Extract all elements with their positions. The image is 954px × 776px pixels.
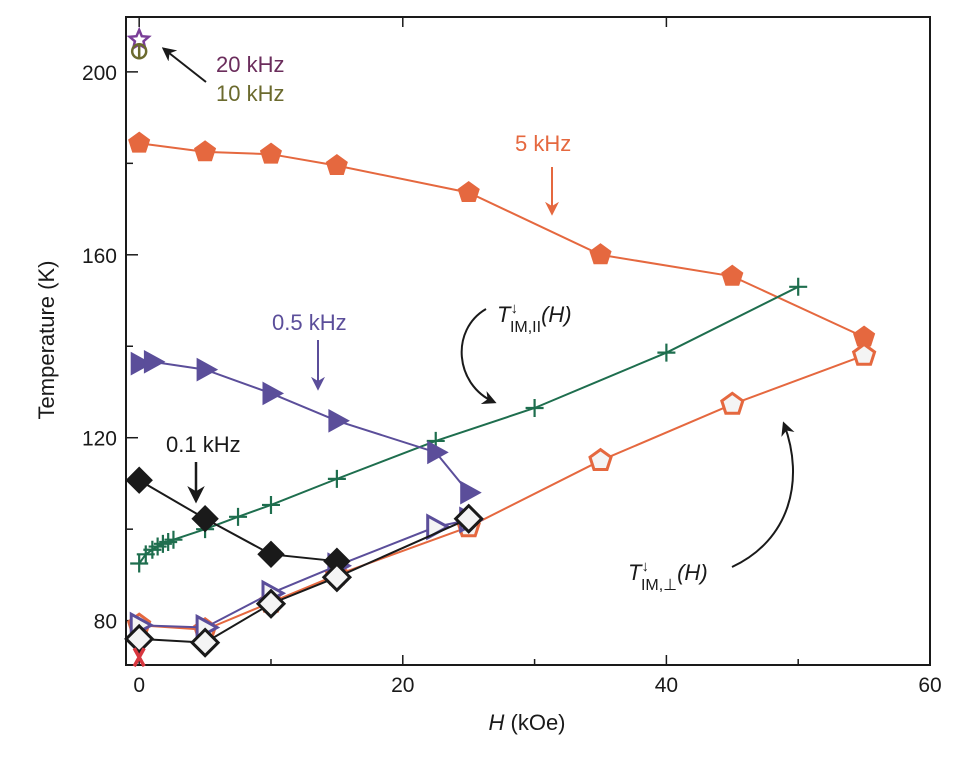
triangle-point	[262, 381, 285, 406]
diamond-point	[125, 466, 153, 494]
series-line	[139, 142, 865, 339]
triangle-point	[130, 351, 153, 376]
arrow-20-10khz	[161, 47, 207, 83]
annotation-t-im-perp: T↓ IM,⊥(H)	[628, 558, 708, 594]
annotation-0-5khz: 0.5 kHz	[272, 310, 347, 335]
t-superscript: ↓	[641, 558, 649, 575]
series-line	[139, 360, 470, 494]
arrow-t-im-perp	[731, 421, 795, 568]
pentagon-point	[259, 142, 282, 164]
triangle-point	[143, 349, 166, 374]
cross-point	[229, 507, 248, 526]
t-symbol: T	[497, 302, 512, 327]
pentagon-point	[851, 342, 877, 366]
arrow-t-im-parallel	[460, 308, 497, 404]
diamond-point	[257, 540, 285, 569]
series-layer	[124, 26, 877, 668]
series-0-5-khz-open-	[129, 506, 484, 642]
cross-point	[261, 495, 280, 514]
pentagon-point	[589, 243, 612, 265]
annotation-10khz: 10 kHz	[216, 81, 284, 106]
cross-point	[130, 554, 149, 573]
pentagon-point	[720, 391, 745, 415]
t-subscript: IM,II	[510, 319, 541, 336]
diamond-point	[453, 503, 484, 534]
series-0-5-khz-filled-	[130, 349, 482, 505]
axes: 0 20 40 60 80 120 160 200	[82, 16, 942, 697]
y-tick-label: 160	[82, 245, 117, 268]
x-tick-label: 40	[655, 674, 678, 697]
annotation-20khz: 20 kHz	[216, 52, 284, 77]
cross-point	[789, 277, 808, 296]
plot-frame	[125, 16, 931, 666]
series-line	[139, 517, 470, 644]
pentagon-point	[128, 131, 151, 153]
x-tick-label: 20	[391, 674, 414, 697]
series-line	[139, 354, 865, 631]
y-axis-label: Temperature (K)	[34, 261, 59, 420]
t-subscript: IM,⊥	[641, 577, 677, 594]
triangle-point	[196, 357, 219, 382]
t-argument: (H)	[541, 302, 572, 327]
diamond-point	[321, 562, 353, 593]
diamond-point	[191, 504, 219, 533]
series-line	[139, 519, 469, 629]
triangle-point	[328, 408, 350, 433]
diamond-point	[189, 627, 221, 658]
x-tick-label: 0	[133, 674, 145, 697]
y-tick-label: 200	[82, 62, 117, 85]
t-symbol: T	[628, 560, 643, 585]
series-0-1-khz-filled-	[125, 466, 351, 575]
series-5-khz-open-	[126, 342, 877, 641]
triangle-point	[460, 480, 482, 505]
pentagon-point	[588, 447, 613, 471]
cross-point	[164, 530, 183, 549]
y-tick-label: 80	[94, 611, 117, 634]
pentagon-point	[457, 180, 480, 202]
series-5-khz-filled-	[128, 131, 876, 347]
t-argument: (H)	[677, 560, 708, 585]
y-tick-label: 120	[82, 428, 117, 451]
annotation-0-1khz: 0.1 kHz	[166, 432, 241, 457]
x-point	[132, 647, 146, 668]
x-axis-label-unit: (kOe)	[511, 710, 566, 735]
triangle-point	[427, 440, 449, 465]
series-0-1-khz-open-	[124, 503, 484, 658]
x-axis-label: H (kOe)	[488, 710, 565, 735]
annotation-5khz: 5 kHz	[515, 131, 571, 156]
pentagon-point	[721, 264, 744, 286]
diamond-point	[255, 588, 287, 619]
pentagon-point	[325, 153, 348, 175]
series-10-khz	[130, 43, 148, 60]
series-x-point	[132, 647, 146, 668]
series-line	[138, 479, 337, 563]
annotation-t-im-parallel: T↓ IM,II(H)	[497, 300, 572, 336]
pentagon-point	[194, 140, 217, 162]
cross-point	[327, 469, 346, 488]
cross-point	[525, 398, 544, 417]
t-superscript: ↓	[510, 300, 518, 317]
diamond-point	[124, 623, 155, 655]
x-axis-label-var: H	[488, 710, 504, 735]
x-tick-label: 60	[918, 674, 941, 697]
cross-point	[657, 343, 676, 362]
